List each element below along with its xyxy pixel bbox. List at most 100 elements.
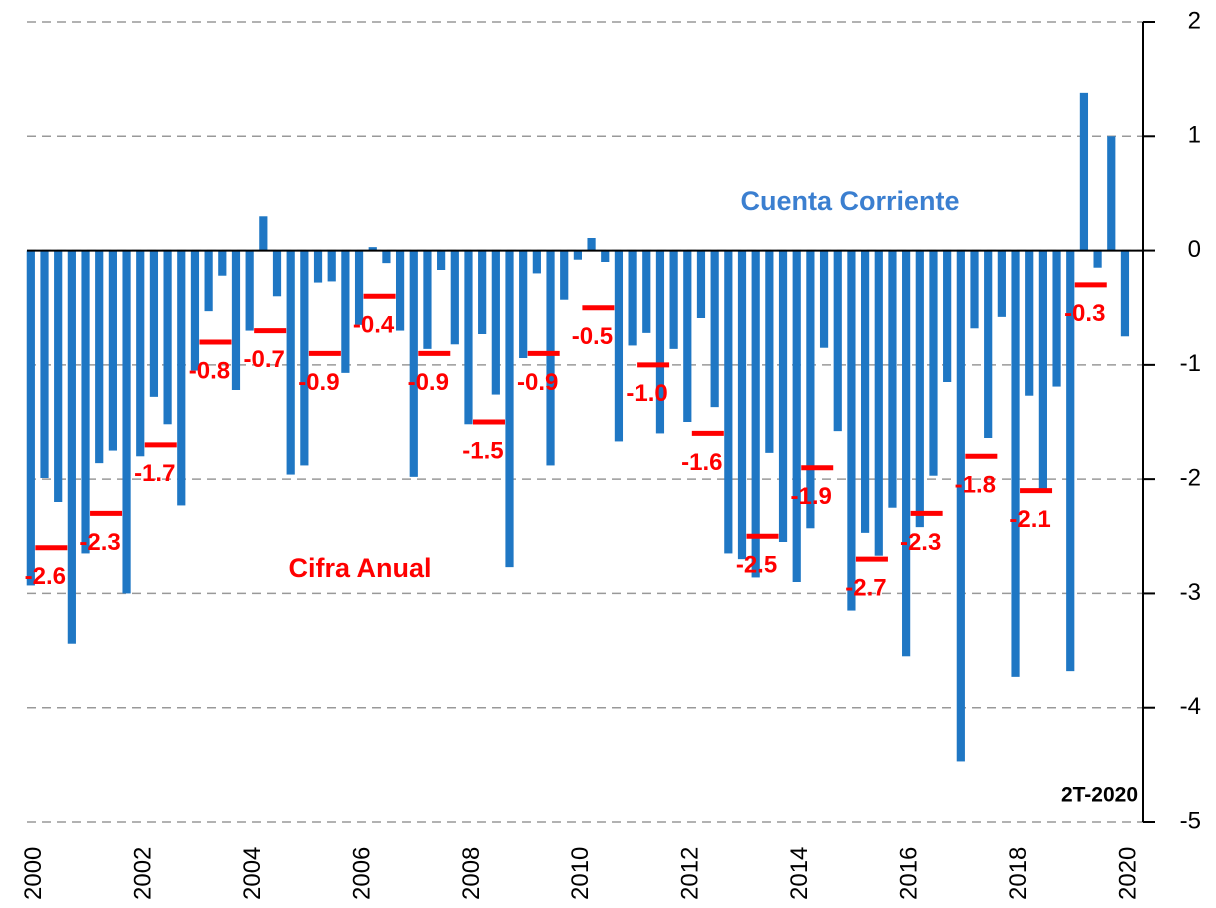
bar [450, 250, 459, 345]
annual-annotation: Cifra Anual [288, 553, 431, 583]
bar [505, 250, 514, 568]
bar [382, 250, 391, 264]
annual-label: -1.6 [681, 449, 722, 476]
bar [26, 250, 35, 586]
bar [286, 250, 295, 475]
annual-label: -2.5 [736, 552, 777, 579]
bar [587, 238, 596, 251]
annual-label: -1.7 [134, 460, 175, 487]
bar [1052, 250, 1061, 387]
annual-label: -0.9 [408, 369, 449, 396]
bar [902, 250, 911, 657]
bar [1120, 250, 1130, 337]
annual-label: -2.1 [1009, 506, 1050, 533]
bar [81, 250, 90, 554]
y-tick-label: -4 [1180, 693, 1201, 720]
bar [833, 250, 842, 432]
x-tick-label: 2016 [895, 847, 922, 900]
bar [218, 250, 227, 276]
bar [765, 250, 774, 453]
bar [1025, 250, 1034, 396]
bar [177, 250, 186, 506]
x-tick-label: 2004 [239, 847, 266, 900]
bar [368, 247, 377, 251]
annual-label: -0.4 [353, 312, 395, 339]
annual-label: -0.8 [189, 357, 230, 384]
bar [943, 250, 952, 382]
x-tick-label: 2014 [786, 847, 813, 900]
annual-label: -0.9 [298, 369, 339, 396]
bar [95, 250, 104, 464]
bar [956, 250, 965, 762]
x-tick-label: 2006 [348, 847, 375, 900]
bar [751, 250, 760, 578]
y-tick-label: 2 [1188, 7, 1201, 34]
annual-label: -2.7 [845, 574, 886, 601]
bar [1011, 250, 1020, 677]
annual-label: -2.6 [25, 563, 66, 590]
bar [519, 250, 528, 358]
bar [984, 250, 993, 438]
annual-label: -2.3 [79, 529, 120, 556]
bar [163, 250, 172, 425]
bar [40, 250, 49, 478]
bar [710, 250, 719, 408]
y-tick-label: 0 [1188, 236, 1201, 263]
annual-label: -0.3 [1064, 300, 1105, 327]
bar [1079, 92, 1089, 251]
y-tick-label: -5 [1180, 807, 1201, 834]
bar [313, 250, 323, 283]
bar [190, 250, 200, 371]
bar [491, 250, 500, 395]
bar [1066, 250, 1075, 672]
bar [628, 250, 637, 346]
x-tick-label: 2008 [458, 847, 485, 900]
bar [792, 250, 801, 583]
x-tick-label: 2018 [1005, 847, 1032, 900]
series-annotation: Cuenta Corriente [740, 186, 959, 216]
bar [437, 250, 446, 270]
bar [642, 250, 651, 333]
annual-label: -1.0 [626, 380, 667, 407]
bar [149, 250, 159, 397]
period-annotation: 2T-2020 [1061, 784, 1138, 807]
bar [532, 250, 541, 274]
annual-label: -1.8 [955, 472, 996, 499]
bar [423, 250, 432, 349]
bar [1038, 250, 1047, 493]
bar [847, 250, 856, 611]
bar [655, 250, 665, 434]
annual-label: -0.9 [517, 369, 558, 396]
bar [860, 250, 870, 533]
bar [874, 250, 883, 556]
bar [929, 250, 938, 476]
y-tick-label: -2 [1180, 464, 1201, 491]
bar [915, 250, 924, 528]
bar [67, 250, 76, 644]
x-tick-label: 2012 [677, 847, 704, 900]
bar [1093, 250, 1102, 268]
bar [546, 250, 555, 466]
bar [54, 250, 63, 502]
x-tick-label: 2000 [20, 847, 47, 900]
bar [245, 250, 254, 331]
bar [601, 250, 610, 262]
bar [108, 250, 117, 451]
bar [231, 250, 241, 390]
annual-label: -0.5 [572, 323, 613, 350]
bar [573, 250, 582, 260]
y-tick-label: 1 [1188, 122, 1201, 149]
annual-label: -2.3 [900, 529, 941, 556]
bar [478, 250, 487, 334]
bar [259, 216, 268, 251]
bar [669, 250, 678, 349]
bar [778, 250, 788, 543]
bar [997, 250, 1006, 317]
bar [409, 250, 418, 477]
bar [464, 250, 473, 425]
bar [683, 250, 692, 422]
annual-label: -1.5 [462, 437, 503, 464]
x-tick-label: 2010 [567, 847, 594, 900]
